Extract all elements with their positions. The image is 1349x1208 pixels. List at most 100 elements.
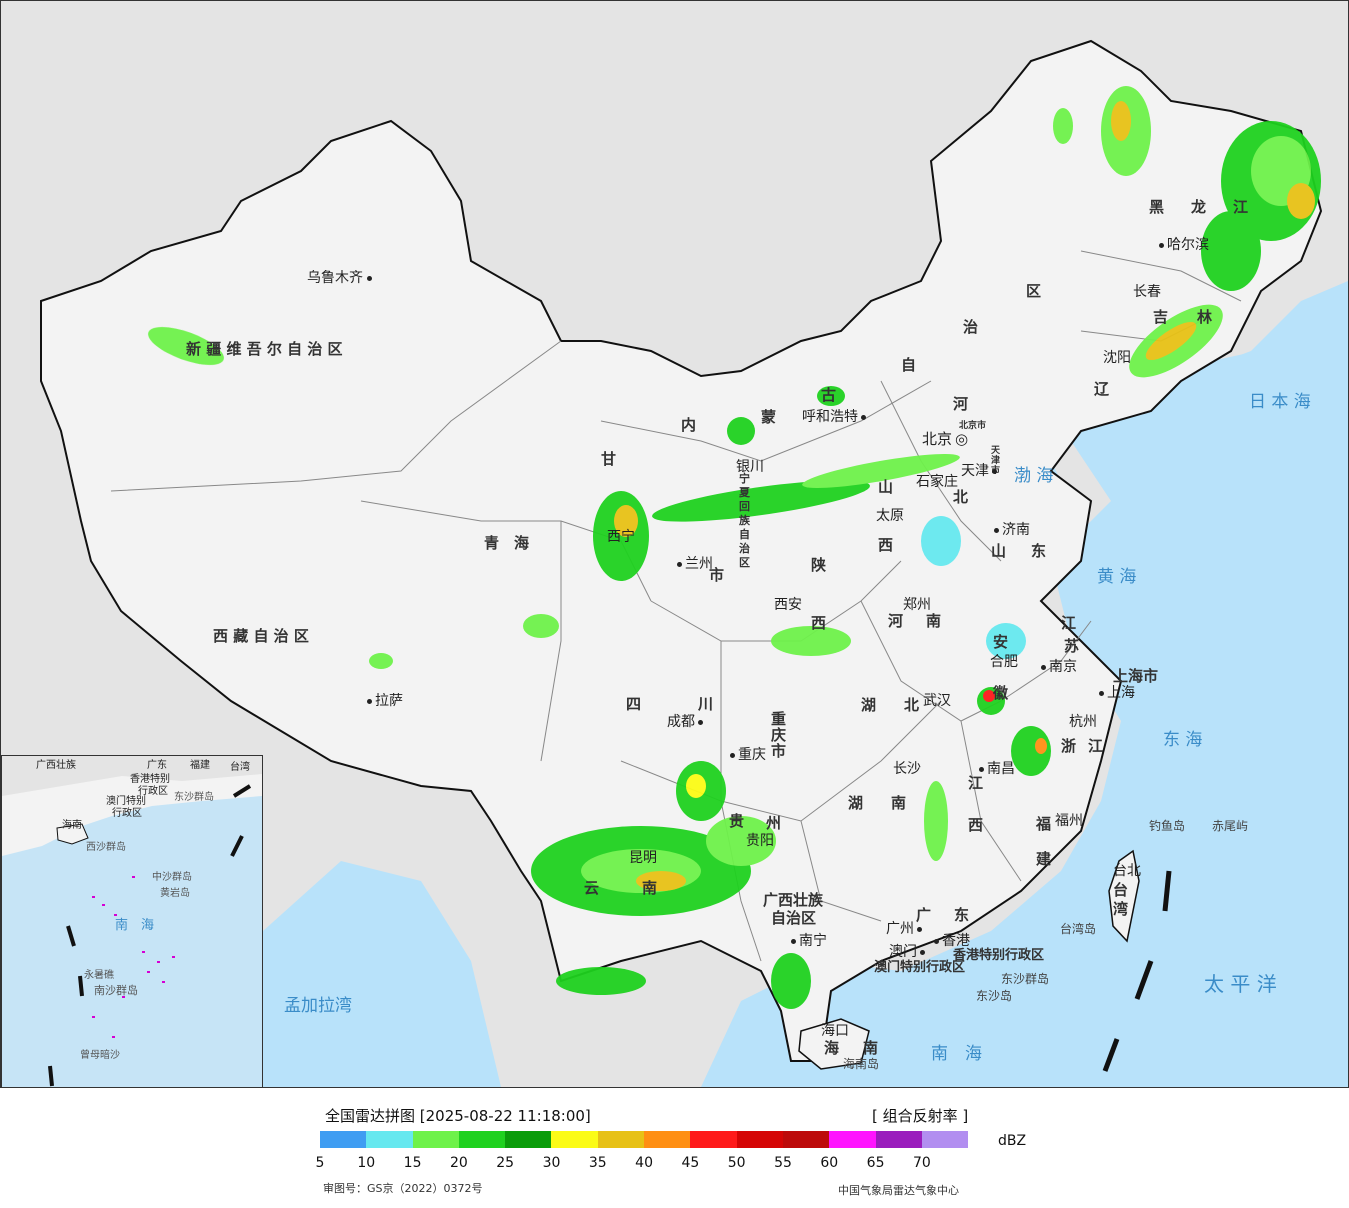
legend-unit: dBZ <box>998 1133 1027 1149</box>
province-label-guangxi-1: 广西壮族 <box>763 891 824 909</box>
scale-tick-label: 55 <box>774 1155 792 1171</box>
city-yinchuan: 银川 <box>736 459 764 475</box>
city-wuhan: 武汉 <box>923 693 951 709</box>
province-label-nan-hain: 南 <box>863 1039 879 1057</box>
province-label-ji: 吉 <box>1153 308 1169 326</box>
city-guangzhou: 广州 <box>886 921 925 937</box>
color-swatch <box>782 1131 830 1148</box>
city-shijiazhuang: 石家庄 <box>916 474 958 490</box>
sea-yellow: 黄 海 <box>1097 567 1137 587</box>
bay-of-bengal-area <box>263 861 501 1087</box>
province-label-long: 龙 <box>1191 198 1207 216</box>
province-label-nan-hn: 南 <box>891 794 907 812</box>
province-label-hu-hb: 湖 <box>861 696 877 714</box>
south-china-sea-inset: 广西壮族 广东 福建 台湾 海南 香港特别 行政区 澳门特别 行政区 东沙群岛 … <box>1 755 263 1087</box>
province-label-meng: 蒙 <box>761 408 777 426</box>
inset-boundary <box>48 784 252 1087</box>
province-label-xi-shaan: 西 <box>811 614 827 632</box>
color-swatch <box>736 1131 783 1148</box>
city-jinan: 济南 <box>994 522 1030 538</box>
city-shanghai: 上海 <box>1099 685 1135 701</box>
province-label-chuan: 川 <box>698 695 714 713</box>
province-label-shan-sd: 山 <box>991 542 1007 560</box>
inset-label-south-sea: 南 海 <box>115 918 155 933</box>
inset-label-fujian: 福建 <box>190 760 210 771</box>
source-credit: 中国气象局雷达气象中心 <box>838 1184 959 1197</box>
province-label-jiang-hlj: 江 <box>1233 198 1249 216</box>
city-guiyang: 贵阳 <box>746 833 774 849</box>
province-label-dong-sd: 东 <box>1031 542 1047 560</box>
province-label-zhi-nx: 治 <box>739 542 750 555</box>
island-taiwan: 台湾岛 <box>1060 922 1097 936</box>
sea-japan: 日 本 海 <box>1249 392 1311 412</box>
province-label-nan-yn: 南 <box>642 879 658 897</box>
province-label-he-hn: 河 <box>888 612 904 630</box>
japan-sea-area <box>1171 281 1348 561</box>
island-dongsha-group: 东沙群岛 <box>1001 972 1050 986</box>
inset-label-guangxi: 广西壮族 <box>36 760 76 771</box>
province-label-zhi: 治 <box>963 318 979 336</box>
legend-title: 全国雷达拼图 [2025-08-22 11:18:00] <box>325 1107 591 1125</box>
color-swatch <box>458 1131 506 1148</box>
province-label-hui: 回 <box>739 500 750 513</box>
sea-pacific: 太 平 洋 <box>1204 972 1277 996</box>
province-label-macao: 澳门特别行政区 <box>874 960 966 975</box>
province-label-zhou: 州 <box>766 814 782 832</box>
inset-label-taiwan: 台湾 <box>230 762 250 773</box>
province-label-shan-sx: 山 <box>878 478 894 496</box>
province-label-bei-hb: 北 <box>904 696 920 714</box>
legend-product: [ 组合反射率 ] <box>872 1107 969 1125</box>
scale-tick-label: 15 <box>403 1155 422 1171</box>
province-label-gui: 贵 <box>729 812 745 830</box>
province-label-xia: 夏 <box>739 486 750 499</box>
inset-label-xisha: 西沙群岛 <box>86 842 126 853</box>
inset-canvas <box>2 756 262 1087</box>
inset-label-hk-2: 行政区 <box>138 786 168 797</box>
color-swatch <box>829 1131 876 1148</box>
scale-tick-label: 45 <box>681 1155 700 1171</box>
color-swatch <box>366 1131 413 1148</box>
province-label-zi-nx: 自 <box>739 528 750 541</box>
scale-tick-label: 25 <box>496 1155 515 1171</box>
city-macao: 澳门 <box>889 944 928 960</box>
city-hohhot: 呼和浩特 <box>802 409 869 425</box>
color-swatch <box>551 1131 598 1148</box>
province-label-shi: 市 <box>709 566 725 584</box>
province-label-xi-sx: 西 <box>878 536 894 554</box>
china-landmass <box>40 39 1323 1062</box>
city-lanzhou: 兰州 <box>677 556 713 572</box>
city-nanning: 南宁 <box>791 933 827 949</box>
province-label-nan-hen: 南 <box>926 612 942 630</box>
city-harbin: 哈尔滨 <box>1159 237 1209 253</box>
province-label-su: 苏 <box>1064 637 1080 655</box>
province-label-xi-jx: 西 <box>968 816 984 834</box>
color-scale-bar <box>320 1131 969 1148</box>
color-swatch <box>921 1131 969 1148</box>
inset-islands <box>92 876 175 1038</box>
inset-label-zhongsha: 中沙群岛 <box>152 872 192 883</box>
inset-label-mo-1: 澳门特别 <box>106 796 146 807</box>
city-kunming: 昆明 <box>629 850 657 866</box>
scale-tick-label: 30 <box>542 1155 561 1171</box>
province-label-hei: 黑 <box>1149 198 1165 216</box>
city-lhasa: 拉萨 <box>367 693 403 709</box>
province-label-fu: 福 <box>1036 815 1052 833</box>
scale-tick-label: 70 <box>912 1155 931 1171</box>
color-swatch <box>505 1131 552 1148</box>
review-number: 审图号：GS京（2022）0372号 <box>323 1182 483 1195</box>
scale-tick-label: 35 <box>588 1155 607 1171</box>
province-label-taiwan: 台湾 <box>1113 881 1129 918</box>
color-swatch <box>412 1131 459 1148</box>
island-chiwei: 赤尾屿 <box>1212 819 1249 833</box>
scale-tick-label: 20 <box>449 1155 468 1171</box>
province-label-xizang: 西 藏 自 治 区 <box>213 627 309 645</box>
inset-label-dongsha: 东沙群岛 <box>174 792 214 803</box>
color-swatch <box>875 1131 922 1148</box>
radar-map[interactable]: 新 疆 维 吾 尔 自 治 区 西 藏 自 治 区 青 海 甘 内 蒙 古 自 … <box>0 0 1349 1088</box>
province-label-xinjiang: 新 疆 维 吾 尔 自 治 区 <box>186 340 343 358</box>
inset-label-hainan: 海南 <box>62 820 82 831</box>
province-label-jiang-zj: 江 <box>1088 737 1104 755</box>
province-label-he-hb: 河 <box>953 395 969 413</box>
scale-tick-label: 5 <box>315 1155 325 1171</box>
province-label-qu-nx: 区 <box>739 556 750 569</box>
